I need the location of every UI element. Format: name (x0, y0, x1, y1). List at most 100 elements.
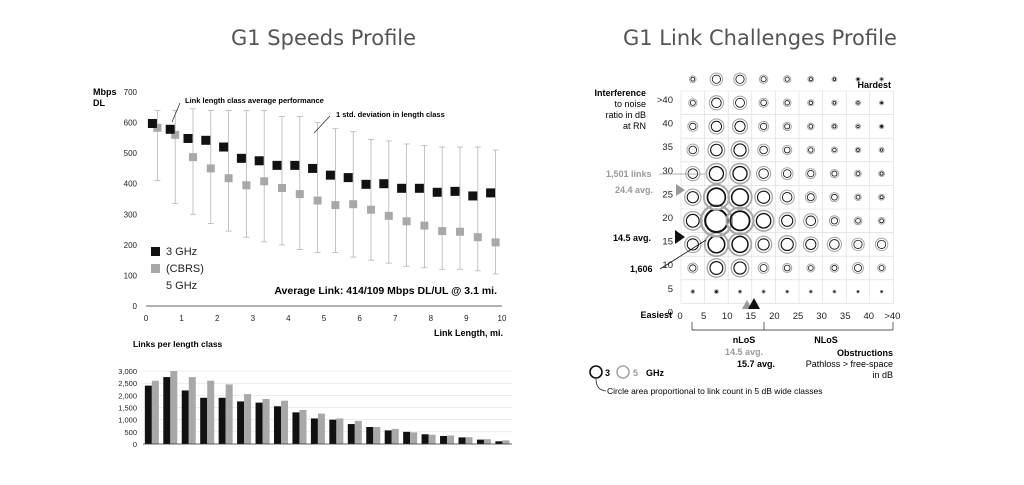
bar-3ghz (403, 431, 411, 444)
x-tick-label: 7 (393, 314, 398, 323)
bubble-3ghz (783, 264, 791, 272)
bubble-3ghz (880, 290, 883, 293)
bubble-5ghz (878, 147, 885, 153)
bubble-5ghz (855, 123, 861, 130)
legend-note: Circle area proportional to link count i… (607, 386, 822, 396)
bubble-5ghz (879, 289, 884, 294)
bubble-3ghz (879, 195, 884, 200)
bar-5ghz (299, 409, 307, 444)
bubble-3ghz (831, 170, 838, 177)
bar-5ghz (225, 384, 233, 444)
bubble-3ghz (732, 165, 748, 182)
bubble-3ghz (879, 218, 884, 224)
bubble-3ghz (880, 101, 883, 105)
bubble-5ghz (852, 262, 864, 274)
legend-circle-3ghz (589, 365, 603, 379)
point-5ghz (349, 200, 358, 209)
bubble-3ghz (856, 124, 860, 129)
bubble-5ghz (807, 99, 815, 107)
bubble-5ghz (730, 140, 750, 160)
point-5ghz (313, 196, 322, 205)
bubble-5ghz (707, 141, 726, 159)
point-3ghz (290, 160, 300, 170)
bubble-3ghz (830, 217, 839, 225)
bubble-5ghz (783, 75, 792, 84)
bubble-3ghz (856, 101, 860, 105)
bubble-5ghz (782, 121, 792, 132)
bar-5ghz (207, 380, 215, 444)
point-3ghz (414, 183, 424, 193)
bubble-3ghz (735, 74, 745, 84)
inr-axis-label: Interference (594, 88, 646, 98)
annotation-average: Link length class average performance (185, 96, 324, 105)
bubble-3ghz (711, 74, 721, 84)
bubble-3ghz (832, 124, 837, 129)
bubble-5ghz (782, 98, 792, 108)
bubble-5ghz (729, 162, 751, 185)
point-5ghz (491, 238, 500, 247)
x-tick-label: 5 (322, 314, 327, 323)
bubble-3ghz (689, 99, 696, 106)
bubble-3ghz (760, 99, 767, 107)
bubble-3ghz (755, 212, 772, 229)
bubble-5ghz (829, 168, 840, 179)
legend-label-5: 5 (633, 368, 638, 378)
inr-tick-label: 5 (668, 284, 673, 295)
bar-5ghz (502, 440, 510, 444)
bubble-5ghz (754, 187, 774, 207)
bubble-3ghz (710, 143, 723, 157)
bubble-5ghz (737, 289, 743, 294)
bubble-5ghz (752, 209, 775, 232)
x-tick-label: 10 (498, 314, 507, 323)
bar-3ghz (495, 441, 503, 444)
marker-3ghz-inr (675, 230, 685, 244)
bar-5ghz (281, 400, 289, 444)
legend-swatch-5ghz (151, 264, 160, 273)
bar-3ghz (292, 412, 300, 444)
bubble-5ghz (706, 258, 727, 278)
bar-y-tick-label: 1,000 (118, 416, 137, 425)
x-tick-label: 8 (429, 314, 434, 323)
inr-tick-label: 35 (662, 142, 673, 153)
point-5ghz (438, 227, 447, 236)
bubble-3ghz (808, 100, 813, 105)
point-3ghz (468, 191, 478, 201)
bubble-5ghz (727, 184, 753, 210)
nlos-avg-5ghz: 14.5 avg. (725, 347, 763, 357)
point-3ghz (397, 183, 407, 193)
point-5ghz (224, 174, 233, 183)
bubble-5ghz (757, 143, 770, 157)
bubble-3ghz (831, 265, 838, 271)
bar-3ghz (347, 424, 355, 444)
bubble-3ghz (731, 235, 749, 254)
links-5ghz-callout: 1,501 links (606, 169, 652, 179)
bubble-5ghz (832, 289, 837, 294)
legend-label-ghz: GHz (646, 368, 665, 378)
inr-tick-label: 40 (662, 119, 673, 130)
bubble-3ghz (690, 76, 696, 82)
bubble-5ghz (780, 167, 794, 180)
bar-y-tick-label: 0 (133, 440, 137, 449)
avg-5ghz-inr: 24.4 avg. (615, 185, 653, 195)
bubble-5ghz (854, 193, 862, 202)
bubble-5ghz (878, 193, 885, 201)
bubble-5ghz (855, 99, 861, 106)
point-3ghz (254, 156, 264, 166)
pathloss-tick-label: 0 (677, 311, 682, 322)
obstructions-label: Obstructions (837, 348, 893, 358)
point-3ghz (486, 188, 496, 198)
bubble-3ghz (780, 237, 794, 252)
bubble-3ghz (729, 210, 751, 232)
bubble-3ghz (854, 264, 862, 272)
hardest-label: Hardest (857, 80, 891, 90)
bubble-5ghz (803, 213, 819, 229)
bubble-3ghz (781, 214, 794, 227)
average-link-summary: Average Link: 414/109 Mbps DL/UL @ 3.1 m… (274, 285, 497, 297)
y-tick-label: 400 (124, 180, 138, 189)
bubble-5ghz (855, 76, 861, 82)
bubble-5ghz (878, 170, 885, 178)
annotation-arrow (313, 115, 331, 134)
bubble-3ghz (706, 187, 727, 207)
bubble-3ghz (689, 264, 697, 272)
bubble-5ghz (690, 289, 696, 294)
